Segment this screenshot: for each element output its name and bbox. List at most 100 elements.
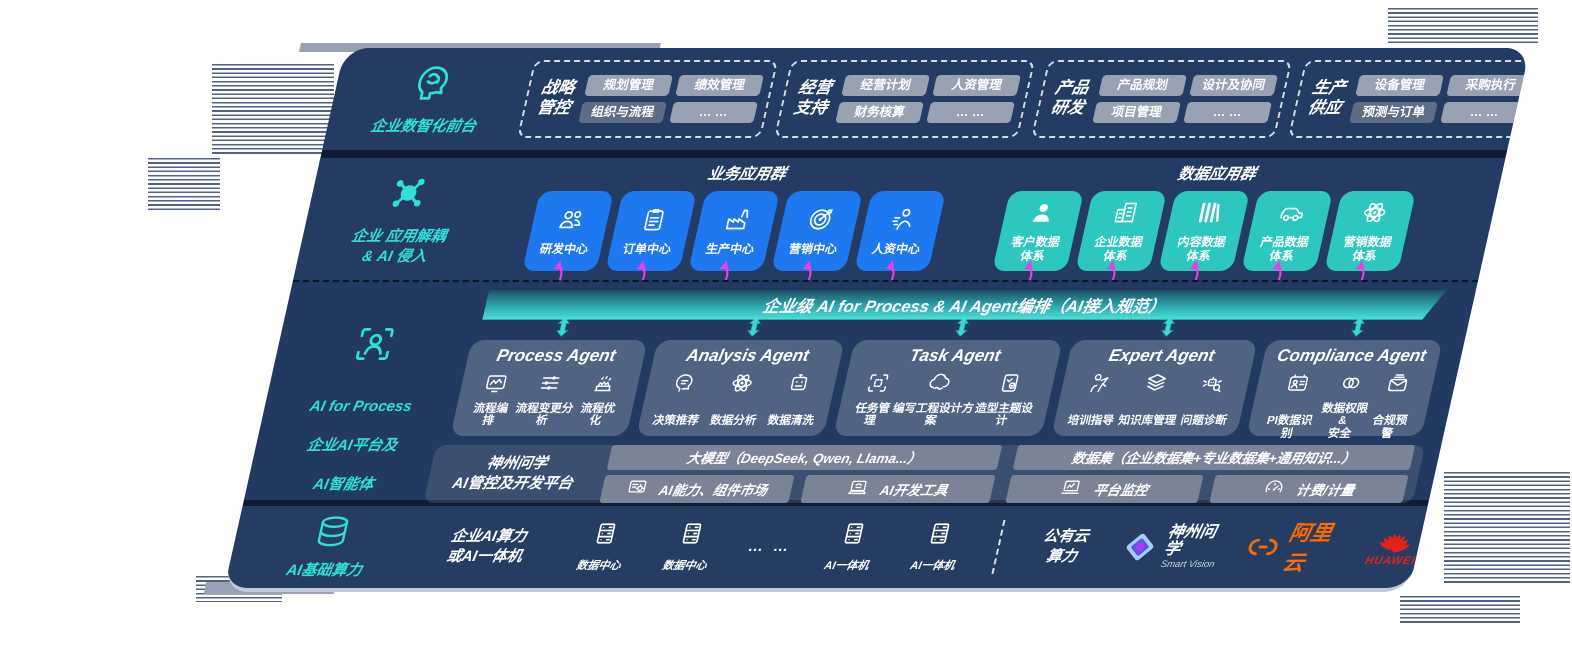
app-box-label: 研发中心	[538, 241, 590, 256]
agent-title: Process Agent	[495, 345, 618, 365]
front-chip: 采购执行	[1446, 75, 1530, 96]
agent-feature-label: 编写工程设计方案	[891, 402, 975, 428]
front-group-title: 经营支持	[792, 79, 834, 117]
double-arrow-icon	[1156, 317, 1179, 342]
agent-feature: 数据清洗	[766, 371, 825, 428]
compute-label: 企业AI算力 或AI一体机	[445, 528, 529, 565]
trainer-icon	[1083, 371, 1113, 400]
app-box-cell: 研发中心	[522, 191, 615, 299]
platform-cell: 计费/计量	[1209, 474, 1409, 503]
ai-row-label: AI for Process 企业AI平台及 AI智能体	[245, 322, 476, 495]
agent-feature: 任务管理	[848, 371, 901, 429]
books-icon	[1191, 199, 1225, 231]
machine-icon	[588, 371, 618, 400]
double-arrow-icon	[551, 317, 574, 342]
front-group-chips: 产品规划 设计及协同 项目管理… …	[1092, 75, 1278, 123]
rack-icon	[588, 520, 622, 552]
app-box-label: 营销中心	[787, 241, 839, 256]
app-box: 内容数据 体系	[1158, 191, 1251, 271]
data-app-group: 数据应用群 客户数据 体系 企业数据 体系 内容数据 体系 产品数据 体系 营销数据 体…	[990, 162, 1422, 299]
agent-features: PI数据识别 数据权限& 安全 合规预警	[1253, 366, 1429, 442]
platform-cells: AI能力、组件市场 AI开发工具	[599, 474, 996, 503]
double-arrow-icon	[742, 317, 765, 342]
scan-person-icon	[347, 322, 402, 371]
front-chip: … …	[1440, 102, 1529, 123]
double-arrow-icon	[950, 317, 973, 342]
architecture-panel: 企业数智化前台 战略管控 规划管理 绩效管理 组织与流程… … 经营支持 经营计划 人资管理…	[223, 48, 1530, 592]
agent-feature-label: 决策推荐	[651, 414, 701, 427]
agent-card: Task Agent 任务管理 编写工程设计方案 造型主题设计	[833, 339, 1063, 436]
ai-row-title: AI for Process 企业AI平台及 AI智能体	[290, 378, 418, 495]
app-box: 研发中心	[522, 191, 615, 271]
platform-cell-label: 计费/计量	[1294, 482, 1356, 498]
agent-features: 流程编排 流程变更分析 流程优化	[460, 366, 634, 429]
infra-title: AI基础算力	[284, 562, 364, 580]
apps-content: 业务应用群 研发中心 订单中心 生产中心 营销中心 人资中心 数据应用群 客户数据 体系…	[485, 158, 1505, 299]
factory-icon	[719, 206, 753, 238]
app-box-cell: 产品数据 体系	[1241, 191, 1334, 299]
decor-stripes-top-left	[212, 64, 334, 154]
front-group-title: 战略管控	[535, 79, 577, 117]
agent-features: 决策推荐 数据分析 数据清洗	[646, 366, 831, 428]
app-box-cell: 生产中心	[688, 191, 781, 299]
ai-orchestration-bar-text: 企业级 AI for Process & AI Agent编排（AI接入规范）	[761, 297, 1168, 316]
agent-feature: 造型主题设计	[969, 371, 1043, 429]
huawei-text: HUAWEI	[1364, 554, 1417, 567]
agent-features: 培训指导 知识库管理 问题诊断	[1061, 366, 1244, 428]
users-icon	[553, 206, 587, 238]
front-group: 产品研发 产品规划 设计及协同 项目管理… …	[1030, 60, 1293, 138]
molecule-icon	[380, 171, 435, 220]
platform-bar: 大模型（DeepSeek, Qwen, Llama...）	[606, 444, 1002, 470]
id-card-icon	[1282, 371, 1312, 400]
app-box-cell: 内容数据 体系	[1158, 191, 1251, 299]
front-group-chips: 经营计划 人资管理 财务核算… …	[835, 75, 1021, 123]
brain-head-icon	[405, 61, 460, 110]
screen-gear-icon	[624, 477, 650, 501]
gauge-icon	[1261, 477, 1287, 501]
front-group: 经营支持 经营计划 人资管理 财务核算… …	[773, 60, 1036, 138]
front-group-title: 产品研发	[1049, 79, 1091, 117]
smartvision-name: 神州问学	[1162, 523, 1218, 559]
platform-group: 大模型（DeepSeek, Qwen, Llama...） AI能力、组件市场 AI…	[599, 444, 1002, 503]
apps-row-title: 企业 应用解耦 & AI 侵入	[349, 228, 448, 265]
platform-cell: 平台监控	[1004, 474, 1204, 503]
app-box: 生产中心	[688, 191, 781, 271]
app-box-cell: 订单中心	[605, 191, 698, 299]
agent-feature-label: 任务管理	[854, 402, 892, 428]
agent-title: Compliance Agent	[1275, 345, 1429, 365]
car-icon	[1274, 199, 1308, 231]
compute-node: 数据中心	[564, 520, 642, 573]
front-group-chips: 规划管理 绩效管理 组织与流程… …	[578, 75, 764, 123]
platform-bar: 数据集（企业数据集+专业数据集+通用知识...）	[1012, 444, 1416, 470]
platform-cell: AI能力、组件市场	[599, 474, 795, 503]
compute-node-label: AI一体机	[823, 560, 870, 573]
app-box-cell: 营销数据 体系	[1324, 191, 1417, 299]
target-icon	[802, 206, 836, 238]
monitor-chart-icon	[1058, 477, 1084, 501]
agent-feature-label: 培训指导	[1066, 414, 1116, 427]
app-box: 订单中心	[605, 191, 698, 271]
agent-features: 任务管理 编写工程设计方案 造型主题设计	[843, 366, 1049, 429]
platform-cell: AI开发工具	[800, 474, 996, 503]
agent-title: Analysis Agent	[684, 345, 812, 365]
teal-arrows-row	[472, 317, 1447, 342]
compute-node: AI一体机	[812, 520, 890, 573]
agent-card: Process Agent 流程编排 流程变更分析 流程优化	[450, 339, 648, 436]
layers-icon	[1140, 371, 1170, 400]
app-box: 人资中心	[854, 191, 947, 271]
front-chip: 组织与流程	[578, 102, 667, 123]
decor-stripes-top-right	[1388, 8, 1538, 44]
teal-arrow-cell	[1268, 317, 1447, 340]
data-heading: 数据应用群	[1176, 166, 1258, 183]
front-chip: 项目管理	[1092, 102, 1181, 123]
rack-icon	[836, 520, 870, 552]
diagnose-icon	[1196, 371, 1226, 400]
compute-node: 数据中心	[650, 520, 728, 573]
decor-stripes-bottom-right	[1400, 596, 1520, 624]
app-box-label: 人资中心	[870, 241, 922, 256]
agent-feature: 数据分析	[709, 371, 768, 428]
clipboard-icon	[636, 206, 670, 238]
rack-icon	[922, 520, 956, 552]
data-boxes: 客户数据 体系 企业数据 体系 内容数据 体系 产品数据 体系 营销数据 体系	[992, 191, 1417, 299]
agent-feature: PI数据识别	[1258, 371, 1328, 442]
